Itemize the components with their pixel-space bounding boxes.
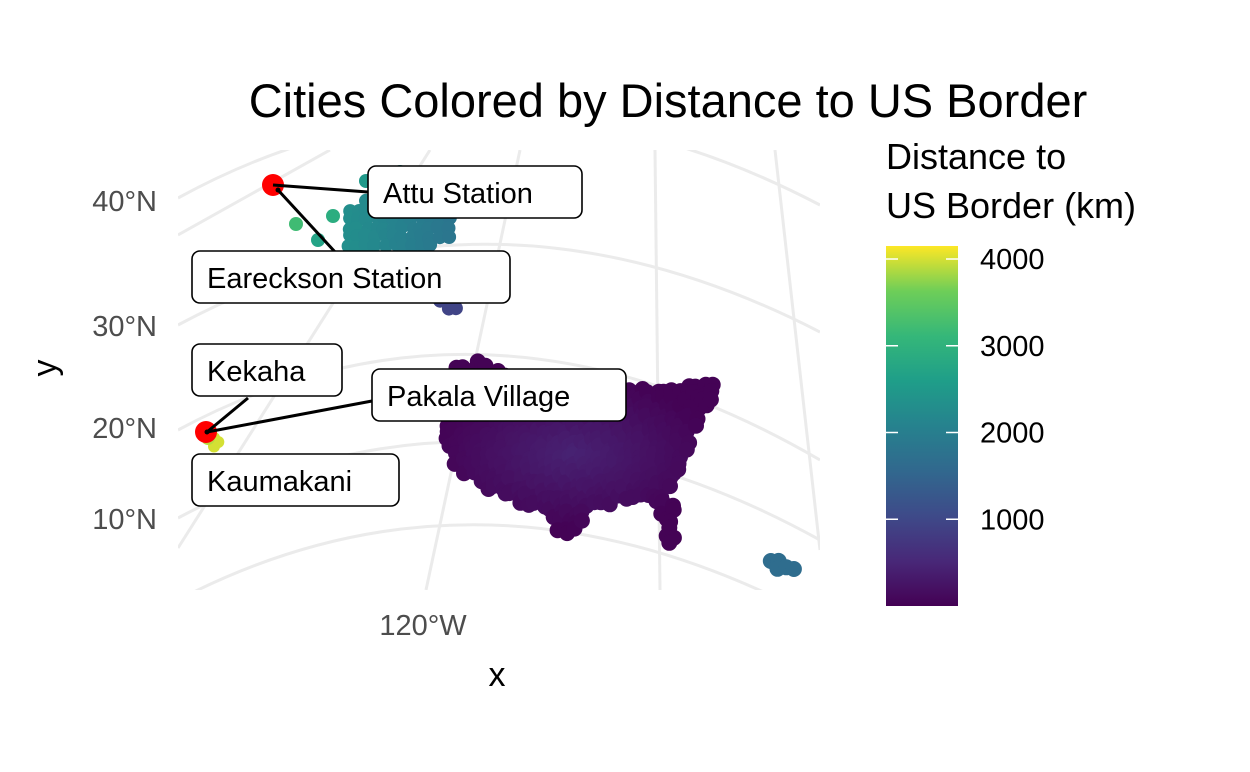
city-point	[661, 534, 678, 551]
label-pakala-village: Pakala Village	[387, 381, 570, 413]
y-tick-30n: 30°N	[92, 311, 157, 343]
graticule-meridian-100w	[773, 150, 820, 551]
label-eareckson-station: Eareckson Station	[207, 263, 442, 295]
y-tick-20n: 20°N	[92, 413, 157, 445]
label-box-eareckson	[191, 250, 511, 304]
label-box-attu	[367, 165, 583, 219]
chart-title: Cities Colored by Distance to US Border	[249, 74, 1088, 127]
leader-pakala	[206, 399, 373, 434]
label-kekaha: Kekaha	[207, 356, 306, 388]
label-kaumakani: Kaumakani	[207, 466, 352, 498]
city-point	[670, 461, 687, 478]
legend-ticks: 4000 3000 2000 1000	[886, 244, 1045, 536]
leader-kekaha	[206, 396, 249, 434]
city-point	[573, 512, 590, 529]
label-box-pakala	[371, 368, 627, 422]
graticule-meridian-110w	[653, 150, 662, 590]
y-axis-title: y	[26, 360, 64, 377]
label-box-kaumakani	[191, 453, 400, 507]
city-point	[702, 391, 719, 408]
city-point	[289, 217, 303, 231]
label-box-kekaha	[191, 343, 343, 397]
city-point	[367, 238, 381, 253]
legend: Distance to US Border (km) 4000 3000 2000 1…	[886, 136, 1136, 606]
city-point	[448, 301, 463, 316]
graticule-parallel-40n	[178, 150, 820, 207]
leader-attu	[272, 183, 369, 194]
city-point	[662, 478, 678, 495]
city-point	[678, 441, 695, 458]
city-point	[688, 417, 704, 434]
legend-tick-label: 4000	[980, 244, 1045, 276]
city-point	[212, 436, 225, 448]
y-tick-10n: 10°N	[92, 504, 157, 536]
city-point	[405, 238, 420, 253]
legend-tick-label: 3000	[980, 331, 1045, 363]
y-tick-40n: 40°N	[92, 186, 157, 218]
legend-tick-label: 2000	[980, 418, 1045, 450]
point-labels: Attu Station Eareckson Station Kekaha Pa…	[191, 165, 627, 507]
city-point	[326, 209, 340, 223]
legend-tick-label: 1000	[980, 504, 1045, 536]
x-axis-title: x	[489, 656, 506, 694]
x-tick-120w: 120°W	[379, 610, 467, 642]
graticule-parallel-0	[194, 523, 763, 590]
legend-title-line-1: Distance to	[886, 136, 1066, 177]
label-attu-station: Attu Station	[383, 178, 533, 210]
city-point	[423, 237, 438, 252]
leader-eareckson	[276, 188, 338, 255]
city-point	[501, 470, 518, 487]
city-point	[442, 230, 457, 244]
legend-colorbar	[886, 246, 958, 606]
legend-title-line-2: US Border (km)	[886, 185, 1136, 226]
graticule-meridian-140w	[178, 150, 331, 237]
city-point	[785, 561, 802, 577]
